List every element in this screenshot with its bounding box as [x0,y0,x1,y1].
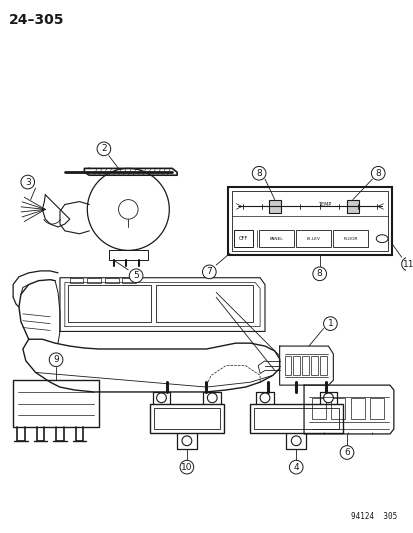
Bar [122,278,136,282]
Circle shape [97,142,110,156]
Bar [69,278,83,282]
Text: 9: 9 [53,355,59,364]
Circle shape [323,393,332,403]
Bar [292,356,299,375]
Text: FLOOR: FLOOR [343,237,357,241]
Bar [155,285,253,321]
Bar [254,408,338,429]
Circle shape [207,393,217,403]
Text: 4: 4 [293,463,298,472]
Circle shape [259,393,269,403]
Bar [250,403,342,433]
Text: 11: 11 [402,260,413,269]
Circle shape [202,265,216,279]
Text: PANEL: PANEL [269,237,283,241]
Bar [350,398,364,419]
Circle shape [129,269,142,282]
Bar [370,398,383,419]
Text: 2: 2 [101,144,107,154]
Bar [301,356,308,375]
Text: 10: 10 [181,463,192,472]
Bar [284,356,291,375]
Circle shape [289,461,302,474]
Bar [153,408,220,429]
Text: 7: 7 [206,268,212,277]
Text: BI-LEV: BI-LEV [306,237,320,241]
Circle shape [401,257,413,271]
Circle shape [182,436,191,446]
Bar [231,191,387,252]
Text: OFF: OFF [238,236,247,241]
Text: 94124  305: 94124 305 [350,512,396,521]
Text: 8: 8 [316,269,322,278]
Text: 24–305: 24–305 [9,13,64,27]
Circle shape [339,446,353,459]
Circle shape [312,267,326,281]
Bar [87,278,101,282]
Circle shape [370,166,384,180]
Circle shape [156,393,166,403]
Bar [310,356,317,375]
Text: 6: 6 [343,448,349,457]
Bar [150,403,223,433]
Bar [104,278,118,282]
Bar [13,380,99,427]
Bar [296,230,330,247]
Text: TEMP: TEMP [317,202,330,207]
Circle shape [180,461,193,474]
Bar [332,230,368,247]
Circle shape [252,166,265,180]
Bar [68,285,150,321]
Circle shape [291,436,300,446]
Text: 1: 1 [327,319,332,328]
Circle shape [323,317,337,330]
Circle shape [49,353,63,367]
Bar [259,230,294,247]
Circle shape [21,175,35,189]
Bar [227,187,391,255]
Text: 5: 5 [133,271,139,280]
Bar [319,356,326,375]
Bar [268,200,280,213]
Text: 3: 3 [25,177,31,187]
Bar [330,398,344,419]
Bar [311,398,325,419]
Bar [346,200,358,213]
Text: 8: 8 [256,169,261,178]
Text: 8: 8 [375,169,380,178]
Bar [233,230,253,247]
